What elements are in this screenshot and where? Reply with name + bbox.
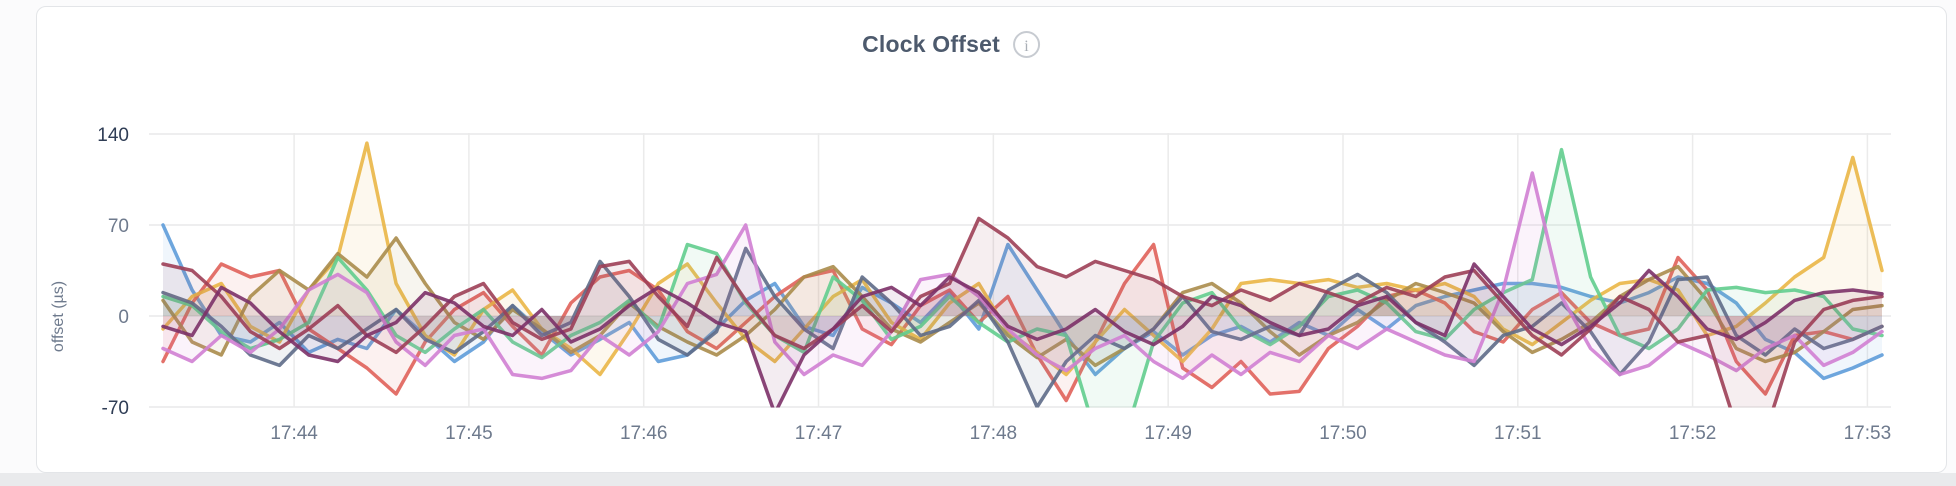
chart-header: Clock Offset i [862, 31, 1040, 58]
series-group [161, 141, 1884, 440]
series-area-series-6 [163, 248, 1882, 407]
x-tick-label-17:53: 17:53 [1844, 423, 1892, 444]
series-line-series-9[interactable] [161, 262, 1884, 414]
plot-area[interactable] [149, 133, 1891, 408]
series-line-series-6[interactable] [161, 246, 1884, 408]
series-area-series-8 [163, 218, 1882, 408]
series-line-series-4[interactable] [161, 236, 1884, 368]
y-tick-label-140: 140 [97, 125, 129, 146]
x-tick-label-17:47: 17:47 [795, 423, 843, 444]
y-tick-label-0: 0 [118, 307, 129, 328]
bottom-strip [0, 473, 1956, 486]
x-tick-label-17:50: 17:50 [1319, 423, 1367, 444]
series-line-series-5[interactable] [161, 147, 1884, 440]
y-tick-label-70: 70 [108, 216, 129, 237]
x-tick-label-17:45: 17:45 [445, 423, 493, 444]
y-axis-title: offset (µs) [50, 281, 67, 352]
x-tick-label-17:46: 17:46 [620, 423, 668, 444]
chart-title: Clock Offset [862, 31, 1000, 57]
x-tick-label-17:49: 17:49 [1144, 423, 1192, 444]
series-area-series-5 [163, 149, 1882, 408]
series-area-series-3 [163, 143, 1882, 375]
series-area-series-7 [163, 173, 1882, 379]
x-tick-label-17:51: 17:51 [1494, 423, 1542, 444]
x-tick-label-17:44: 17:44 [270, 423, 318, 444]
series-line-series-7[interactable] [161, 171, 1884, 381]
x-tick-label-17:48: 17:48 [970, 423, 1018, 444]
clock-offset-chart: 140 70 0 -70 17:44 17:45 17:46 17:47 17:48 17:49 1… [50, 125, 1892, 444]
clock-offset-panel: Clock Offset i 140 70 0 -70 17:44 17:45 17:46 1… [36, 6, 1947, 473]
info-icon[interactable]: i [1012, 31, 1040, 58]
x-tick-label-17:52: 17:52 [1669, 423, 1717, 444]
y-tick-label--70: -70 [102, 398, 129, 419]
